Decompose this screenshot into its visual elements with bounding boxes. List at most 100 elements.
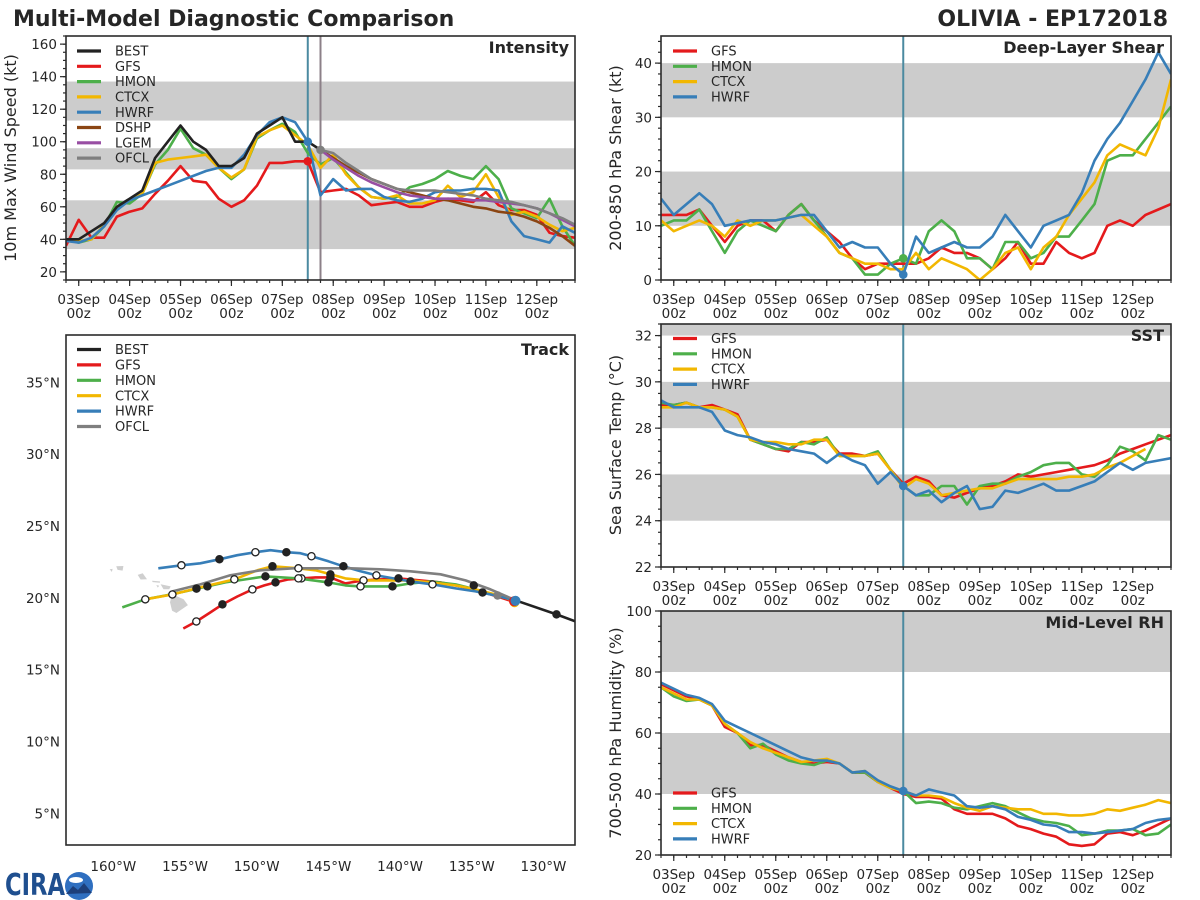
shaded-band (661, 381, 1171, 429)
x-tick-date: 04Sep (703, 292, 746, 308)
legend-item-lgem: LGEM (77, 136, 152, 151)
sst-y-axis-label: Sea Surface Temp (°C) (606, 355, 625, 535)
series-line-gfs (661, 683, 1171, 848)
legend-label: OFCL (115, 152, 150, 167)
x-tick-time: 00z (219, 306, 243, 322)
shaded-band (661, 733, 1171, 794)
x-tick-date: 11Sep (1060, 292, 1103, 308)
intensity-y-axis-label: 10m Max Wind Speed (kt) (1, 54, 20, 262)
intensity-y-axis: 20 40 60 80 100 120 140 160 (31, 35, 66, 281)
track-marker-gfs-open (248, 585, 257, 594)
x-tick-date: 04Sep (703, 867, 746, 883)
initial-point-gfs (303, 156, 313, 166)
x-tick-time: 00z (1019, 306, 1043, 322)
y-tick-label: 120 (31, 102, 57, 118)
latitude-label: 30°N (26, 447, 60, 463)
legend-label: HWRF (711, 833, 750, 848)
x-tick-time: 00z (1019, 593, 1043, 609)
x-tick-date: 07Sep (856, 579, 899, 595)
x-tick-time: 00z (168, 306, 192, 322)
track-marker-ctcx-open (230, 575, 239, 584)
longitude-label: 140°W (377, 859, 423, 875)
legend-label: CTCX (711, 817, 745, 832)
x-tick-date: 09Sep (958, 579, 1001, 595)
x-tick-time: 00z (474, 306, 498, 322)
legend-item-best: BEST (77, 343, 148, 358)
x-tick-date: 04Sep (108, 292, 151, 308)
track-marker-hmon-filled (261, 572, 270, 581)
initial-point-hwrf (303, 137, 313, 147)
x-tick-time: 00z (662, 881, 686, 897)
track-marker-best-filled (552, 610, 561, 619)
legend-item-ctcx: CTCX (673, 817, 745, 832)
x-tick-time: 00z (968, 306, 992, 322)
shear-y-axis: 0 10 20 30 40 (635, 40, 661, 289)
track-longitude-axis: 160°W 155°W 150°W 145°W 140°W 135°W 130°W (90, 859, 566, 875)
longitude-label: 130°W (521, 859, 567, 875)
initial-position-marker (510, 595, 521, 606)
x-tick-time: 00z (815, 593, 839, 609)
y-tick-label: 40 (635, 787, 652, 803)
y-tick-label: 28 (635, 421, 652, 437)
x-tick-date: 12Sep (516, 292, 559, 308)
track-marker-ctcx-filled (268, 562, 277, 571)
series-line-ofcl (320, 148, 575, 226)
x-tick-date: 11Sep (1060, 867, 1103, 883)
x-tick-date: 12Sep (1111, 579, 1154, 595)
y-tick-label: 160 (31, 37, 57, 53)
series-line-hwrf (66, 116, 575, 244)
island-kauai (116, 566, 124, 571)
x-tick-date: 05Sep (754, 867, 797, 883)
track-marker-hmon-filled (388, 582, 397, 591)
x-tick-time: 00z (917, 593, 941, 609)
x-tick-time: 00z (815, 881, 839, 897)
legend-item-best: BEST (77, 45, 148, 60)
x-tick-time: 00z (713, 593, 737, 609)
track-marker-ctcx-filled (469, 581, 479, 590)
series-line-ctcx (661, 79, 1171, 280)
y-tick-label: 30 (635, 375, 652, 391)
x-tick-date: 10Sep (1009, 579, 1052, 595)
x-tick-date: 08Sep (907, 292, 950, 308)
x-tick-time: 00z (662, 306, 686, 322)
track-marker-ctcx-open (168, 590, 177, 599)
track-marker-hwrf-open (307, 551, 316, 561)
x-tick-date: 10Sep (1009, 292, 1052, 308)
legend-label: HMON (115, 374, 156, 389)
track-panel-title: Track (521, 340, 569, 359)
series-line-ctcx (66, 124, 575, 243)
track-marker-hwrf-open (251, 547, 260, 557)
legend-label: CTCX (115, 389, 149, 404)
legend-label: LGEM (115, 136, 152, 151)
legend-label: CTCX (711, 75, 745, 90)
legend-item-dshp: DSHP (77, 121, 151, 136)
y-tick-label: 32 (635, 329, 652, 345)
sst-panel: 22242628303203Sep00z04Sep00z05Sep00z06Se… (606, 323, 1172, 609)
track-line-hwrf (158, 548, 516, 602)
track-line-ctcx (145, 565, 516, 603)
track-line-best (515, 599, 575, 623)
track-marker-hmon-open (141, 595, 150, 604)
initial-point-ofcl (316, 145, 325, 155)
shear-series (661, 51, 1171, 280)
legend-label: DSHP (115, 121, 151, 136)
track-marker-gfs-filled (218, 600, 227, 609)
shaded-band (661, 611, 1171, 672)
legend-label: CTCX (711, 363, 745, 378)
x-tick-date: 12Sep (1111, 292, 1154, 308)
rh-panel-title: Mid-Level RH (1045, 613, 1164, 632)
island-lanai (156, 585, 160, 588)
y-tick-label: 40 (40, 232, 57, 248)
x-tick-time: 00z (372, 306, 396, 322)
legend-item-ctcx: CTCX (77, 91, 149, 106)
legend-label: HMON (711, 802, 752, 817)
track-marker-gfs-filled (271, 578, 280, 587)
latitude-label: 20°N (26, 591, 60, 607)
shaded-band (661, 474, 1171, 521)
track-marker-hwrf-filled (478, 588, 487, 597)
legend-item-ctcx: CTCX (673, 363, 745, 378)
x-tick-date: 10Sep (1009, 867, 1052, 883)
y-tick-label: 0 (643, 273, 652, 289)
